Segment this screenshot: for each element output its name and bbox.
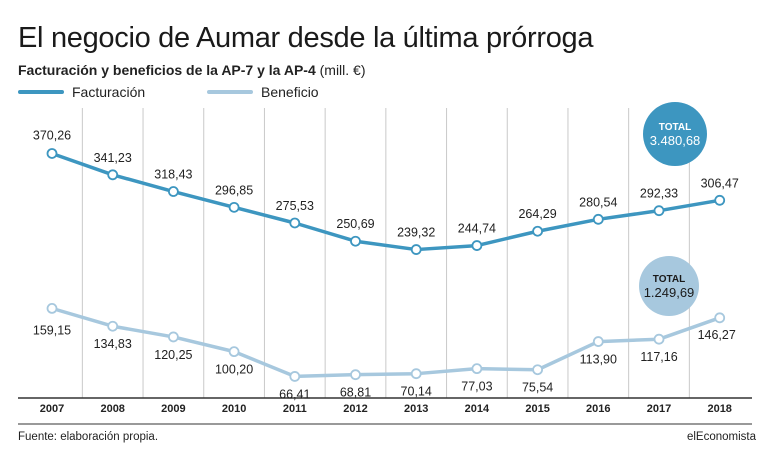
facturacion-point [714,194,726,206]
facturacion-point [653,205,665,217]
facturacion-point [471,240,483,251]
beneficio-point [471,363,483,375]
beneficio-line [50,306,722,379]
facturacion-point [532,225,543,237]
beneficio-point [46,302,58,314]
beneficio-point [532,364,543,376]
beneficio-data-label: 66,41 [279,387,310,401]
x-tick-label: 2015 [525,403,549,415]
facturacion-line [50,151,722,252]
x-tick-label: 2017 [647,403,671,415]
facturacion-data-label: 244,74 [458,222,496,236]
beneficio-data-label: 120,25 [154,348,192,362]
x-tick-label: 2014 [465,403,490,415]
x-tick-label: 2007 [40,403,64,415]
facturacion-point [289,217,301,229]
total-bubble-facturacion [643,102,707,166]
legend-label-facturacion: Facturación [72,84,146,100]
facturacion-point [410,244,422,255]
beneficio-data-label: 77,03 [461,380,492,394]
beneficio-point [410,368,422,380]
facturacion-point [107,169,119,181]
facturacion-data-label: 341,23 [94,151,132,165]
total-label: TOTAL [659,122,691,133]
subtitle-unit: (mill. €) [319,62,366,78]
x-tick-label: 2013 [404,403,428,415]
total-value: 3.480,68 [650,133,701,148]
facturacion-data-label: 239,32 [397,226,435,240]
x-tick-label: 2016 [586,403,610,415]
legend-item-facturacion: Facturación [18,84,145,100]
chart-title: El negocio de Aumar desde la última prór… [18,22,594,54]
facturacion-data-label: 264,29 [518,207,556,221]
facturacion-point [592,213,604,225]
legend-swatch-facturacion [18,90,64,94]
facturacion-point [46,148,58,159]
beneficio-data-label: 100,20 [215,363,253,377]
beneficio-data-label: 146,27 [698,328,736,342]
facturacion-data-label: 296,85 [215,183,253,197]
beneficio-point [107,320,119,332]
facturacion-point [350,235,361,247]
beneficio-point [167,331,179,343]
beneficio-point [228,346,240,358]
beneficio-point [289,371,301,382]
beneficio-data-label: 75,54 [522,381,553,395]
beneficio-point [653,333,665,345]
total-value: 1.249,69 [644,285,695,300]
source-note: Fuente: elaboración propia. [18,431,159,443]
facturacion-data-label: 370,26 [33,128,71,142]
beneficio-point [714,312,726,324]
subtitle-main: Facturación y beneficios de la AP-7 y la… [18,62,316,78]
beneficio-data-label: 68,81 [340,386,371,400]
facturacion-point [167,186,179,197]
facturacion-data-label: 275,53 [276,199,314,213]
chart-subtitle: Facturación y beneficios de la AP-7 y la… [18,62,366,78]
total-bubble-beneficio [639,256,699,316]
legend-swatch-beneficio [207,90,253,94]
beneficio-point [350,369,361,381]
beneficio-data-label: 70,14 [401,385,432,399]
x-tick-label: 2008 [100,403,124,415]
facturacion-data-label: 280,54 [579,195,617,209]
x-tick-label: 2011 [283,403,307,415]
facturacion-data-label: 250,69 [336,217,374,231]
beneficio-data-label: 117,16 [640,350,677,364]
x-tick-label: 2010 [222,403,246,415]
legend-label-beneficio: Beneficio [261,84,319,100]
x-tick-label: 2009 [161,403,185,415]
facturacion-data-label: 306,47 [701,176,739,190]
legend-item-beneficio: Beneficio [207,84,319,100]
beneficio-data-label: 113,90 [580,353,617,367]
beneficio-point [592,336,604,347]
brand-name: elEconomista [686,431,756,443]
beneficio-data-label: 159,15 [33,323,71,337]
facturacion-point [228,201,240,213]
facturacion-data-label: 292,33 [640,187,678,201]
x-tick-label: 2012 [343,403,367,415]
total-label: TOTAL [653,274,685,285]
x-tick-label: 2018 [707,403,731,415]
facturacion-data-label: 318,43 [154,168,192,182]
beneficio-data-label: 134,83 [94,337,132,351]
